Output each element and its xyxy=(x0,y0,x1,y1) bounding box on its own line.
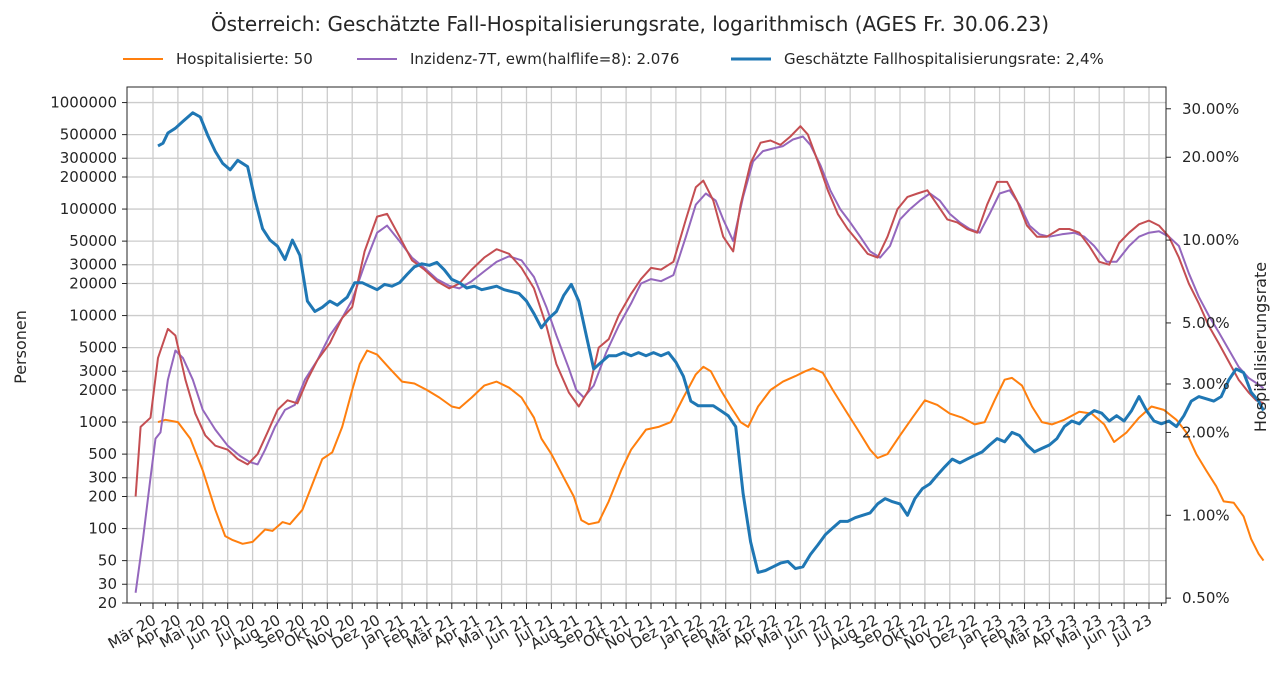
series-layer xyxy=(134,111,1265,593)
y2-tick-label: 20.00% xyxy=(1182,148,1239,166)
y2-tick-label: 2.00% xyxy=(1182,423,1230,441)
legend: Hospitalisierte: 50 Inzidenz-7T, ewm(half… xyxy=(123,50,1104,68)
y-tick-label: 50 xyxy=(98,552,117,570)
y-tick-label: 1000 xyxy=(79,413,117,431)
series-line-0 xyxy=(157,349,1265,562)
y-tick-label: 30000 xyxy=(69,256,117,274)
y2-tick-label: 0.50% xyxy=(1182,589,1230,607)
y-tick-label: 500000 xyxy=(60,126,117,144)
y-tick-label: 50000 xyxy=(69,232,117,250)
y-tick-label: 300000 xyxy=(60,149,117,167)
y-tick-label: 200 xyxy=(88,488,117,506)
y2-tick-label: 30.00% xyxy=(1182,100,1239,118)
y-tick-label: 10000 xyxy=(69,307,117,325)
y-tick-label: 30 xyxy=(98,575,117,593)
legend-label: Geschätzte Fallhospitalisierungsrate: 2,… xyxy=(784,50,1104,68)
y2-tick-label: 10.00% xyxy=(1182,231,1239,249)
y-tick-label: 20 xyxy=(98,594,117,612)
y-tick-label: 2000 xyxy=(79,381,117,399)
series-line-2 xyxy=(134,125,1264,497)
y2-tick-label: 1.00% xyxy=(1182,506,1230,524)
y-axis-label: Personen xyxy=(11,310,30,384)
y-tick-label: 100000 xyxy=(60,200,117,218)
series-line-3 xyxy=(157,111,1265,574)
y-tick-label: 1000000 xyxy=(50,94,117,112)
y2-tick-label: 3.00% xyxy=(1182,375,1230,393)
y-tick-label: 100 xyxy=(88,520,117,538)
y-tick-label: 500 xyxy=(88,445,117,463)
y-tick-label: 300 xyxy=(88,469,117,487)
y2-tick-label: 5.00% xyxy=(1182,314,1230,332)
y2-axis-label: Hospitalisierungsrate xyxy=(1251,262,1270,432)
legend-label: Hospitalisierte: 50 xyxy=(176,50,313,68)
grid xyxy=(127,87,1166,604)
legend-label: Inzidenz-7T, ewm(halflife=8): 2.076 xyxy=(410,50,679,68)
y-tick-label: 200000 xyxy=(60,168,117,186)
y-tick-label: 20000 xyxy=(69,275,117,293)
y-tick-label: 5000 xyxy=(79,339,117,357)
plot-frame xyxy=(126,86,1167,604)
chart-title: Österreich: Geschätzte Fall-Hospitalisie… xyxy=(211,12,1049,36)
y-tick-label: 3000 xyxy=(79,362,117,380)
